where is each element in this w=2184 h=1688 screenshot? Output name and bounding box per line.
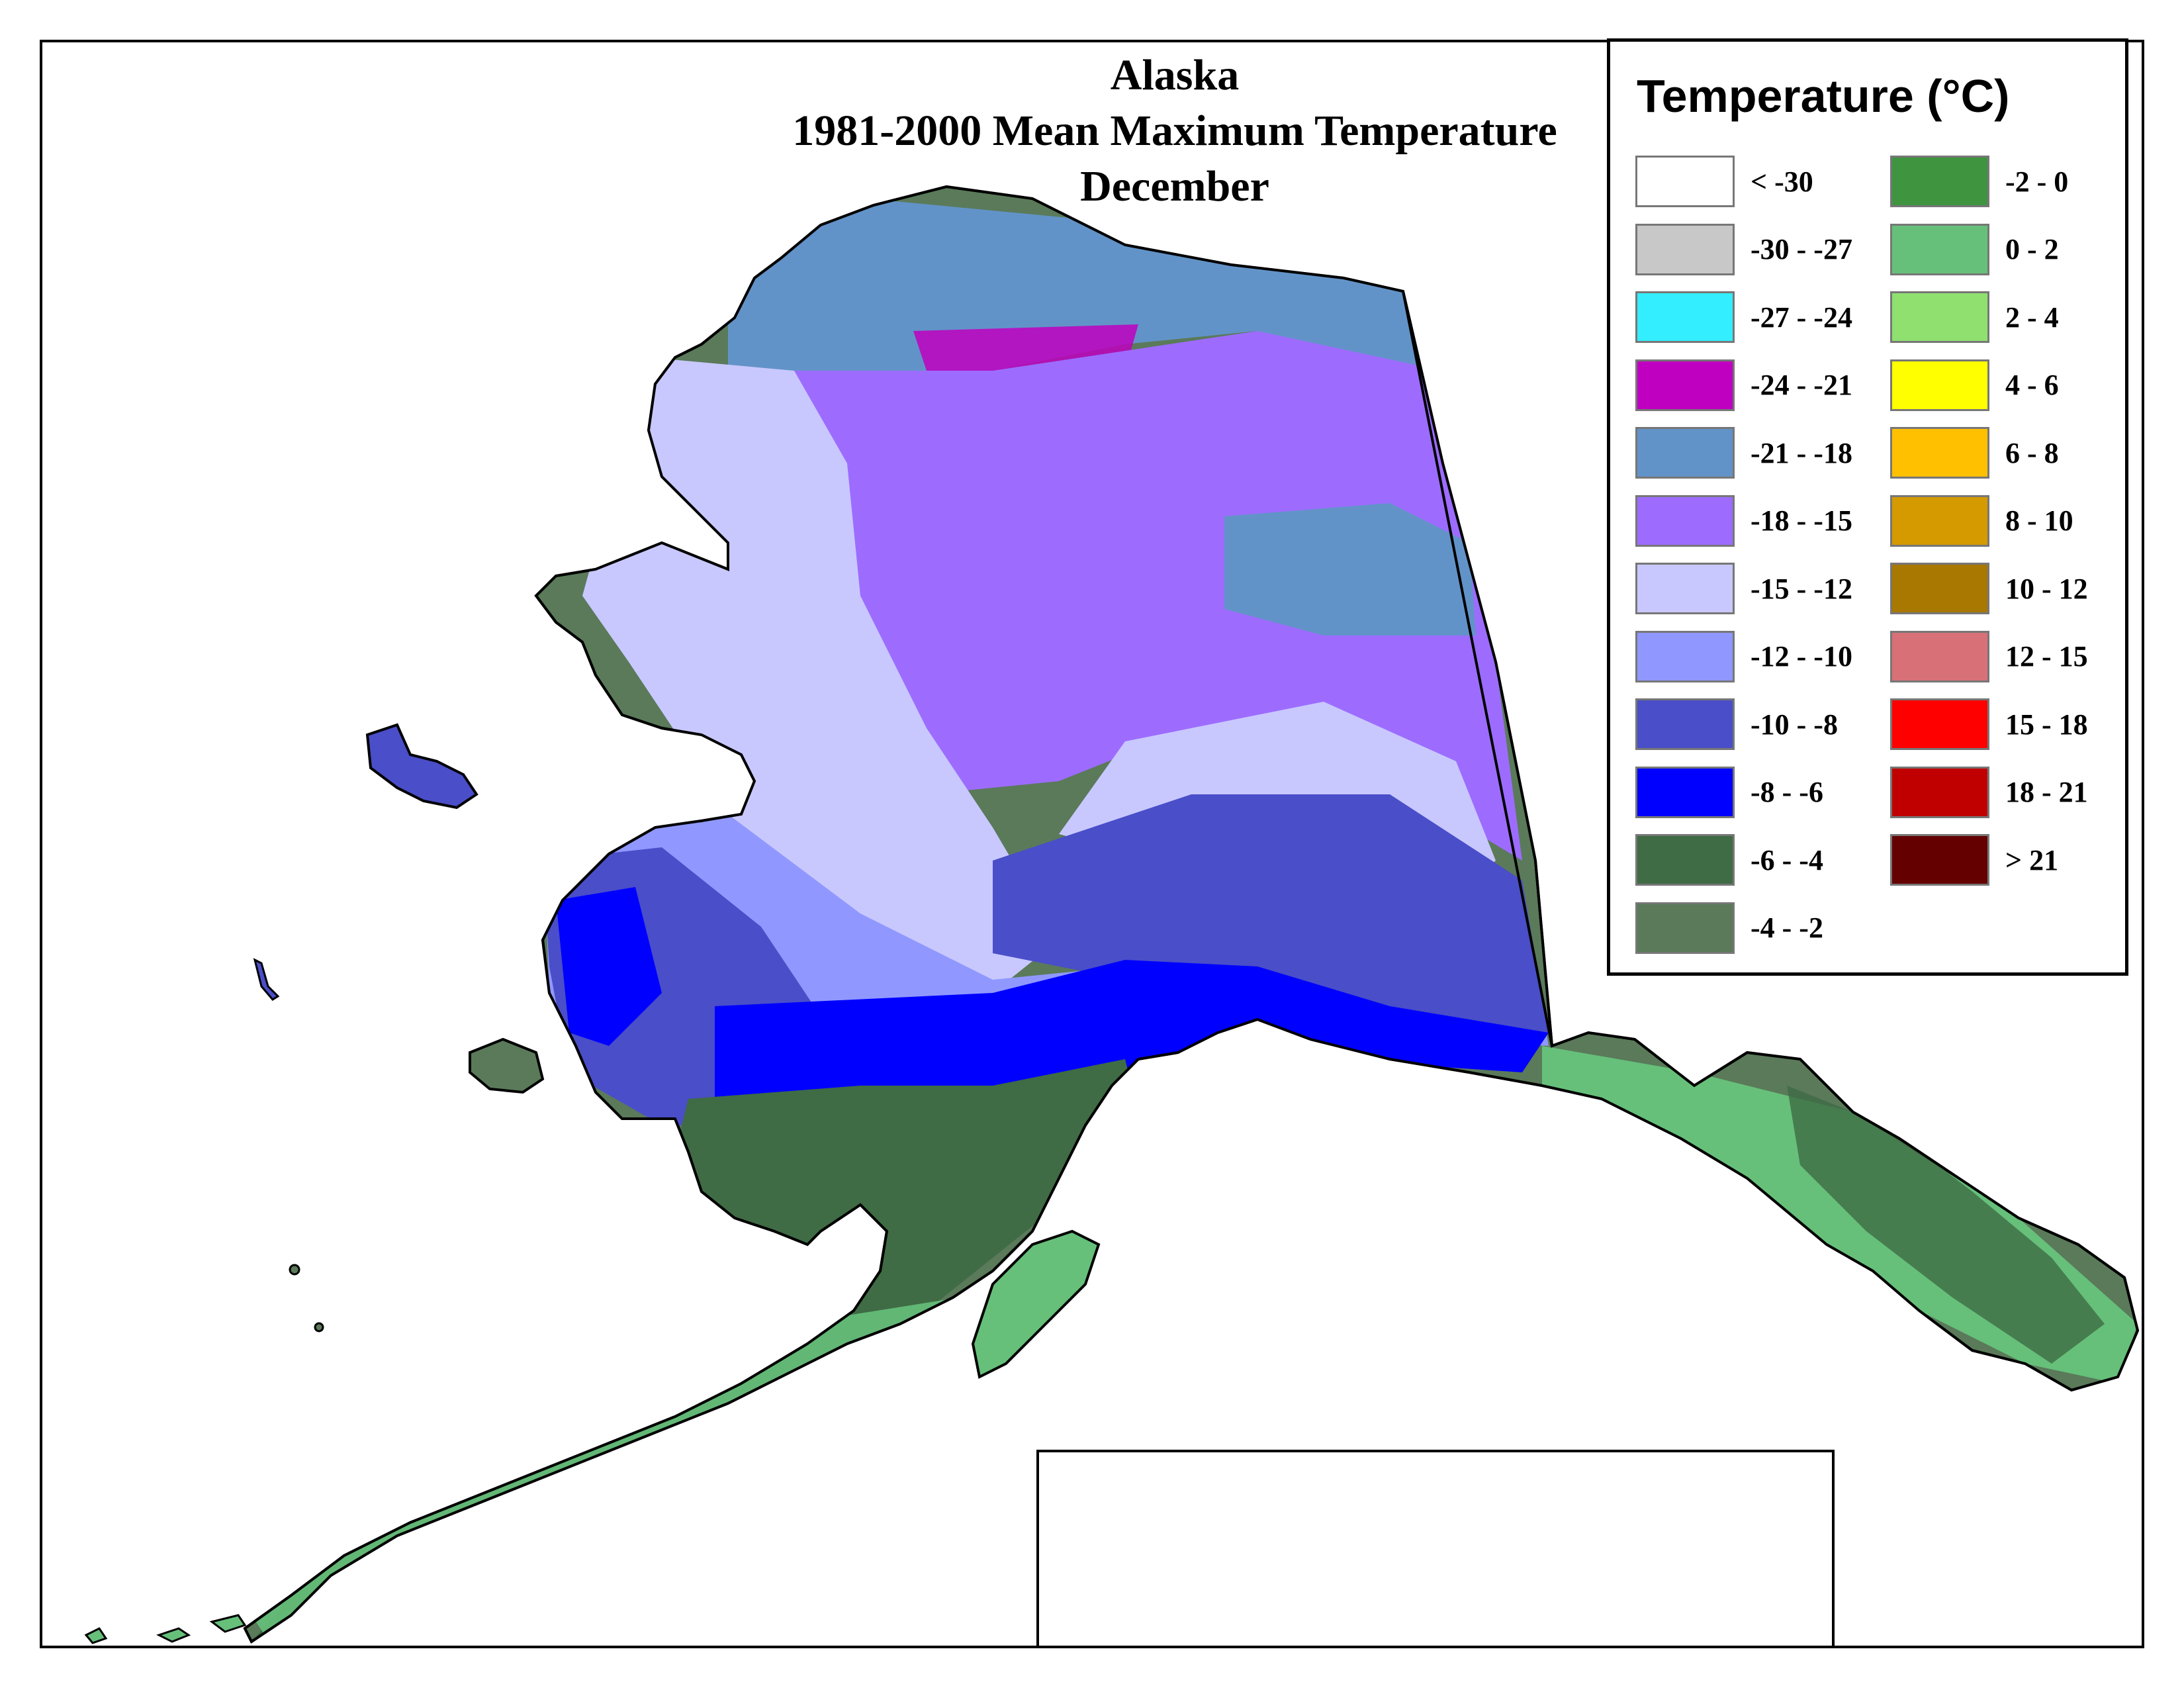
legend-swatch [1890,223,1989,275]
legend-label: 2 - 4 [2005,301,2059,334]
legend-item: 0 - 2 [1890,222,2059,277]
legend-label: -27 - -24 [1751,301,1852,334]
legend-label: -6 - -4 [1751,843,1823,876]
legend-swatch [1890,563,1989,614]
legend-item: 4 - 6 [1890,358,2059,412]
legend-title: Temperature (°C) [1637,70,2010,122]
legend-swatch [1635,427,1735,479]
title-line-variable: 1981-2000 Mean Maximum Temperature [792,107,1557,155]
legend-label: > 21 [2005,843,2059,876]
legend-item: -18 - -15 [1635,494,1852,548]
legend-label: -12 - -10 [1751,640,1852,673]
legend-item: 10 - 12 [1890,561,2088,616]
zone-yukon-flats [1224,503,1476,635]
legend-label: -2 - 0 [2005,165,2069,198]
legend-item: -6 - -4 [1635,833,1823,887]
pribilof-island [289,1264,300,1276]
legend-swatch [1635,834,1735,886]
st-lawrence-island [365,723,478,810]
legend-label: 12 - 15 [2005,640,2088,673]
legend-label: -24 - -21 [1751,369,1852,401]
legend-swatch [1635,563,1735,614]
zone-southeast-dark [1787,1086,2105,1364]
legend-label: < -30 [1751,165,1813,198]
legend: Temperature (°C) < -30 -30 - -27 -27 - -24… [1607,38,2128,976]
legend-label: 6 - 8 [2005,436,2059,469]
legend-item: -4 - -2 [1635,901,1823,955]
aleutian-island [84,1627,108,1644]
legend-item: 12 - 15 [1890,630,2088,684]
legend-label: -4 - -2 [1751,912,1823,944]
legend-item: -24 - -21 [1635,358,1852,412]
aleutian-island [209,1614,247,1633]
legend-swatch [1635,902,1735,954]
legend-item: -15 - -12 [1635,561,1852,616]
legend-item: 8 - 10 [1890,494,2073,548]
legend-swatch [1890,834,1989,886]
legend-label: -21 - -18 [1751,436,1852,469]
legend-item: < -30 [1635,154,1813,209]
legend-swatch [1890,630,1989,682]
alaska-coastline [243,185,2140,1644]
legend-label: 8 - 10 [2005,504,2073,537]
legend-label: -30 - -27 [1751,233,1852,265]
legend-swatch [1635,359,1735,411]
legend-swatch [1890,156,1989,207]
legend-swatch [1635,291,1735,343]
nunivak-island [469,1037,545,1094]
legend-items: < -30 -30 - -27 -27 - -24 -24 - -21 -21 - -1… [1635,154,2112,968]
legend-item: 2 - 4 [1890,290,2059,344]
legend-swatch [1890,427,1989,479]
legend-label: 18 - 21 [2005,776,2088,808]
legend-item: 18 - 21 [1890,765,2088,820]
zone-aleutian-green [251,1297,960,1635]
legend-swatch [1890,494,1989,547]
legend-swatch [1890,291,1989,343]
legend-item: -12 - -10 [1635,630,1852,684]
map-title: Alaska 1981-2000 Mean Maximum Temperatur… [695,48,1655,214]
legend-item: -27 - -24 [1635,290,1852,344]
canada-border [1402,291,1553,1047]
legend-label: 0 - 2 [2005,233,2059,265]
legend-swatch [1635,223,1735,275]
legend-label: -8 - -6 [1751,776,1823,808]
legend-item: -8 - -6 [1635,765,1823,820]
legend-swatch [1635,766,1735,818]
legend-item: -30 - -27 [1635,222,1852,277]
legend-label: -18 - -15 [1751,504,1852,537]
legend-item: -21 - -18 [1635,426,1852,480]
legend-swatch [1890,766,1989,818]
legend-swatch [1890,359,1989,411]
legend-item: > 21 [1890,833,2058,887]
legend-item: -10 - -8 [1635,697,1838,751]
legend-swatch [1635,156,1735,207]
legend-swatch [1635,494,1735,547]
legend-label: 15 - 18 [2005,708,2088,741]
legend-item: 15 - 18 [1890,697,2088,751]
pribilof-island [314,1322,324,1333]
kodiak-island [971,1229,1101,1379]
aleutian-inset-frame [1036,1450,1835,1648]
legend-item: 6 - 8 [1890,426,2059,480]
legend-swatch [1635,630,1735,682]
legend-label: -15 - -12 [1751,572,1852,605]
zone-blue-band [556,887,662,1046]
legend-swatch [1635,698,1735,750]
title-line-region: Alaska [1110,51,1240,99]
legend-label: 10 - 12 [2005,572,2088,605]
legend-label: -10 - -8 [1751,708,1838,741]
legend-swatch [1890,698,1989,750]
aleutian-island [156,1627,191,1643]
legend-item: -2 - 0 [1890,154,2068,209]
st-matthew-island [253,958,280,1001]
title-line-month: December [1080,162,1269,211]
legend-label: 4 - 6 [2005,369,2059,401]
